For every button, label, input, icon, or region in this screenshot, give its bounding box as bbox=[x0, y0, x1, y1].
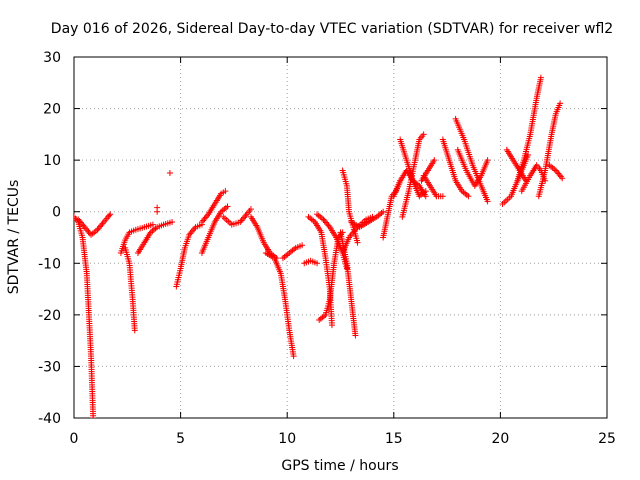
data-track bbox=[122, 244, 138, 334]
plot-frame bbox=[73, 56, 608, 419]
data-point bbox=[328, 322, 335, 329]
x-axis-label: GPS time / hours bbox=[281, 458, 398, 474]
y-tick-label: -40 bbox=[38, 411, 61, 427]
data-track bbox=[546, 162, 566, 182]
data-track bbox=[348, 208, 387, 231]
data-point bbox=[106, 212, 113, 219]
isolated-data-point bbox=[166, 170, 173, 177]
data-point bbox=[422, 193, 429, 200]
data-point bbox=[224, 203, 231, 210]
data-point bbox=[131, 327, 138, 334]
data-track bbox=[74, 213, 97, 418]
grid-layer bbox=[74, 57, 607, 418]
data-track bbox=[535, 100, 564, 200]
data-point bbox=[465, 193, 472, 200]
x-tick-label: 20 bbox=[491, 431, 509, 447]
data-track bbox=[262, 249, 297, 360]
y-tick-label: 10 bbox=[43, 153, 61, 169]
y-tick-label: 30 bbox=[43, 50, 61, 66]
data-point bbox=[525, 151, 532, 158]
data-point bbox=[314, 260, 321, 267]
data-point bbox=[352, 332, 359, 339]
series-layer bbox=[74, 74, 566, 418]
y-tick-label: 20 bbox=[43, 102, 61, 118]
data-track bbox=[316, 229, 346, 324]
data-point bbox=[107, 211, 114, 218]
data-point bbox=[149, 221, 156, 228]
y-tick-label: -20 bbox=[38, 308, 61, 324]
data-track bbox=[117, 221, 156, 256]
data-track bbox=[247, 213, 280, 262]
data-point bbox=[557, 100, 564, 107]
data-point bbox=[169, 219, 176, 226]
data-point bbox=[537, 74, 544, 81]
x-tick-label: 0 bbox=[70, 431, 79, 447]
data-point bbox=[380, 208, 387, 215]
data-track bbox=[301, 257, 321, 267]
y-axis-label: SDTVAR / TECUs bbox=[6, 180, 22, 295]
data-track bbox=[418, 157, 438, 184]
data-point bbox=[247, 206, 254, 213]
data-track bbox=[173, 221, 205, 290]
data-point bbox=[439, 193, 446, 200]
data-point bbox=[418, 177, 425, 184]
x-tick-label: 5 bbox=[176, 431, 185, 447]
data-point bbox=[222, 188, 229, 195]
data-track bbox=[198, 203, 231, 256]
y-tick-label: -30 bbox=[38, 359, 61, 375]
data-track bbox=[75, 211, 114, 238]
data-point bbox=[354, 239, 361, 246]
data-track bbox=[439, 136, 472, 200]
data-track bbox=[514, 74, 544, 184]
chart-title: Day 016 of 2026, Sidereal Day-to-day VTE… bbox=[51, 21, 613, 37]
data-point bbox=[290, 353, 297, 360]
y-tick-label: -10 bbox=[38, 256, 61, 272]
data-point bbox=[74, 213, 77, 220]
labels-layer: Day 016 of 2026, Sidereal Day-to-day VTE… bbox=[6, 21, 616, 474]
isolated-data-point bbox=[154, 208, 161, 215]
data-point bbox=[422, 188, 429, 195]
data-track bbox=[134, 219, 176, 256]
x-tick-label: 25 bbox=[598, 431, 616, 447]
data-point bbox=[420, 131, 427, 138]
data-point bbox=[484, 198, 491, 205]
x-tick-label: 10 bbox=[278, 431, 296, 447]
y-tick-label: 0 bbox=[52, 205, 61, 221]
data-point bbox=[90, 415, 97, 418]
data-track bbox=[198, 188, 229, 226]
data-track bbox=[220, 206, 254, 228]
data-point bbox=[559, 175, 566, 182]
data-track bbox=[397, 136, 429, 200]
data-track bbox=[454, 146, 491, 189]
data-point bbox=[484, 157, 491, 164]
axes-layer bbox=[73, 56, 608, 419]
data-point bbox=[299, 242, 306, 249]
data-track bbox=[279, 242, 306, 262]
x-tick-label: 15 bbox=[385, 431, 403, 447]
